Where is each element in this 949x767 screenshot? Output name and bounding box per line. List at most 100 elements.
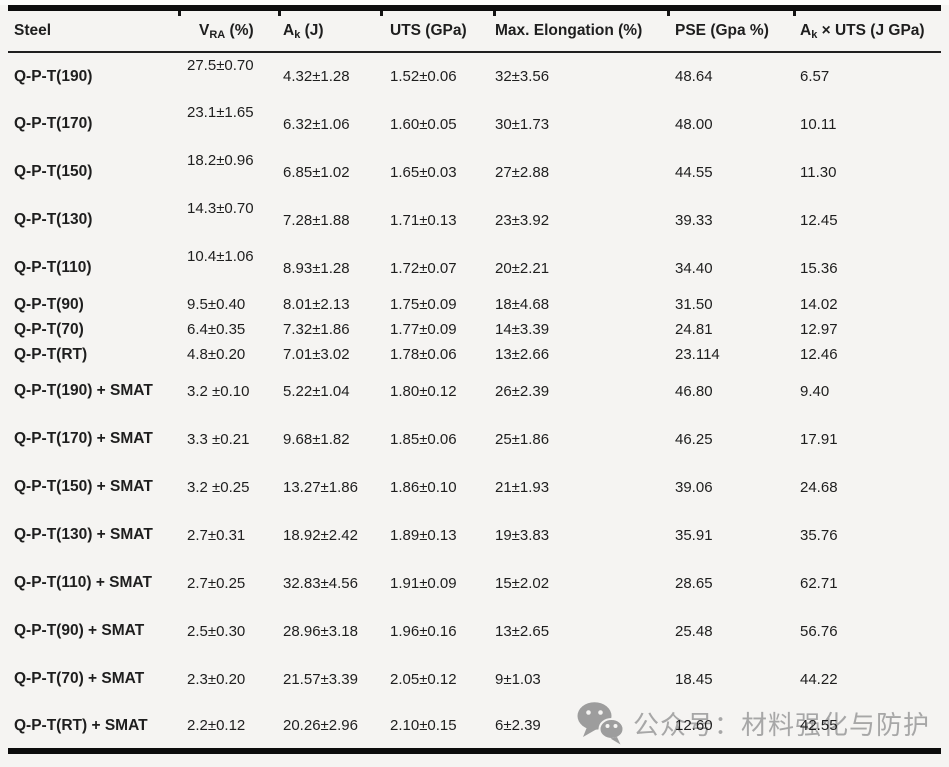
table-row: Q-P-T(90) 9.5±0.40 8.01±2.13 1.75±0.09 1… <box>8 292 941 317</box>
table-row: Q-P-T(70) 6.4±0.35 7.32±1.86 1.77±0.09 1… <box>8 317 941 342</box>
cell-ak-uts: 62.71 <box>800 574 838 592</box>
cell-elongation: 9±1.03 <box>495 670 541 688</box>
cell-steel: Q-P-T(90) + SMAT <box>14 622 145 639</box>
column-tick <box>380 11 383 16</box>
cell-pse: 46.25 <box>675 430 713 448</box>
cell-ak: 5.22±1.04 <box>283 382 350 400</box>
cell-pse: 44.55 <box>675 163 713 181</box>
cell-steel: Q-P-T(RT) <box>14 345 88 363</box>
header-text: A <box>800 22 812 39</box>
header-text: (%) <box>225 22 254 39</box>
column-tick <box>278 11 281 16</box>
table-row: Q-P-T(170) 23.1±1.65 6.32±1.06 1.60±0.05… <box>8 100 941 148</box>
steel-properties-table: Steel VRA (%) Ak (J) UTS (GPa) Max. Elon… <box>8 5 941 754</box>
header-text: V <box>199 22 210 39</box>
cell-elongation: 20±2.21 <box>495 259 550 277</box>
cell-vra: 2.5±0.30 <box>187 622 246 640</box>
table-row: Q-P-T(90) + SMAT 2.5±0.30 28.96±3.18 1.9… <box>8 607 941 655</box>
cell-uts: 1.85±0.06 <box>390 430 457 448</box>
header-text: UTS (GPa) <box>390 22 467 39</box>
watermark-text: 公众号：材料强化与防护 <box>633 709 931 740</box>
col-header-pse: PSE (Gpa %) <box>667 8 793 53</box>
cell-elongation: 26±2.39 <box>495 382 550 400</box>
col-header-ak-uts: Ak × UTS (J GPa) <box>793 8 941 53</box>
table-row: Q-P-T(RT) 4.8±0.20 7.01±3.02 1.78±0.06 1… <box>8 342 941 367</box>
cell-uts: 1.89±0.13 <box>390 526 457 544</box>
cell-ak: 18.92±2.42 <box>283 526 358 544</box>
cell-pse: 34.40 <box>675 259 713 277</box>
cell-ak: 7.01±3.02 <box>283 346 350 363</box>
header-text: A <box>283 22 295 39</box>
cell-uts: 1.80±0.12 <box>390 382 457 400</box>
cell-ak: 7.28±1.88 <box>283 211 350 229</box>
cell-steel: Q-P-T(190) + SMAT <box>14 382 153 399</box>
cell-pse: 39.06 <box>675 478 713 496</box>
cell-elongation: 21±1.93 <box>495 478 550 496</box>
cell-steel: Q-P-T(170) + SMAT <box>14 430 153 447</box>
cell-elongation: 19±3.83 <box>495 526 550 544</box>
cell-elongation: 25±1.86 <box>495 430 550 448</box>
cell-steel: Q-P-T(90) <box>14 295 84 313</box>
cell-ak: 28.96±3.18 <box>283 622 358 640</box>
cell-vra: 10.4±1.06 <box>187 248 254 265</box>
cell-elongation: 13±2.65 <box>495 622 550 640</box>
cell-ak: 21.57±3.39 <box>283 670 358 688</box>
cell-ak-uts: 35.76 <box>800 526 838 544</box>
table-row: Q-P-T(150) + SMAT 3.2 ±0.25 13.27±1.86 1… <box>8 463 941 511</box>
table-row: Q-P-T(RT) + SMAT 2.2±0.12 20.26±2.96 2.1… <box>8 703 941 751</box>
cell-ak-uts: 10.11 <box>800 115 837 133</box>
cell-elongation: 32±3.56 <box>495 68 550 85</box>
cell-vra: 18.2±0.96 <box>187 152 254 169</box>
cell-vra: 2.7±0.31 <box>187 526 246 544</box>
table-row: Q-P-T(110) + SMAT 2.7±0.25 32.83±4.56 1.… <box>8 559 941 607</box>
cell-ak-uts: 6.57 <box>800 68 830 85</box>
header-text: Steel <box>14 22 52 39</box>
cell-uts: 1.86±0.10 <box>390 478 457 496</box>
cell-vra: 2.7±0.25 <box>187 574 246 592</box>
cell-ak-uts: 17.91 <box>800 430 838 448</box>
col-header-uts: UTS (GPa) <box>380 8 493 53</box>
cell-ak: 8.01±2.13 <box>283 296 350 313</box>
cell-ak: 6.85±1.02 <box>283 163 350 181</box>
header-subscript: k <box>294 29 301 41</box>
cell-steel: Q-P-T(70) + SMAT <box>14 670 145 687</box>
header-text: PSE (Gpa %) <box>675 22 769 39</box>
cell-pse: 31.50 <box>675 296 713 313</box>
cell-pse: 39.33 <box>675 211 713 229</box>
cell-elongation: 6±2.39 <box>495 717 541 734</box>
watermark: 公众号：材料强化与防护 <box>576 699 930 747</box>
table-row: Q-P-T(190) + SMAT 3.2 ±0.10 5.22±1.04 1.… <box>8 367 941 415</box>
header-text: (J) <box>300 22 324 39</box>
cell-vra: 14.3±0.70 <box>187 200 254 217</box>
cell-pse: 46.80 <box>675 382 713 400</box>
cell-uts: 1.96±0.16 <box>390 622 457 640</box>
header-row: Steel VRA (%) Ak (J) UTS (GPa) Max. Elon… <box>8 8 941 53</box>
header-text: Max. Elongation (%) <box>495 22 643 39</box>
cell-steel: Q-P-T(150) + SMAT <box>14 478 153 495</box>
cell-pse: 35.91 <box>675 526 713 544</box>
cell-elongation: 27±2.88 <box>495 163 550 181</box>
cell-steel: Q-P-T(130) <box>14 211 93 228</box>
cell-ak: 9.68±1.82 <box>283 430 350 448</box>
cell-elongation: 14±3.39 <box>495 321 550 338</box>
cell-ak: 7.32±1.86 <box>283 321 350 338</box>
cell-vra: 3.3 ±0.21 <box>187 430 250 448</box>
header-subscript: k <box>811 29 818 41</box>
table-row: Q-P-T(170) + SMAT 3.3 ±0.21 9.68±1.82 1.… <box>8 415 941 463</box>
cell-vra: 23.1±1.65 <box>187 104 254 121</box>
cell-ak: 20.26±2.96 <box>283 717 358 734</box>
wechat-icon <box>577 702 624 745</box>
cell-elongation: 23±3.92 <box>495 211 550 229</box>
cell-pse: 24.81 <box>675 321 713 338</box>
cell-elongation: 13±2.66 <box>495 346 550 363</box>
table-row: Q-P-T(130) + SMAT 2.7±0.31 18.92±2.42 1.… <box>8 511 941 559</box>
cell-uts: 1.91±0.09 <box>390 574 457 592</box>
cell-ak: 8.93±1.28 <box>283 259 350 277</box>
cell-uts: 1.78±0.06 <box>390 346 457 363</box>
table-row: Q-P-T(150) 18.2±0.96 6.85±1.02 1.65±0.03… <box>8 148 941 196</box>
cell-uts: 2.10±0.15 <box>390 717 457 734</box>
cell-pse: 48.00 <box>675 115 713 133</box>
col-header-vra: VRA (%) <box>178 8 278 53</box>
col-header-steel: Steel <box>8 8 178 53</box>
